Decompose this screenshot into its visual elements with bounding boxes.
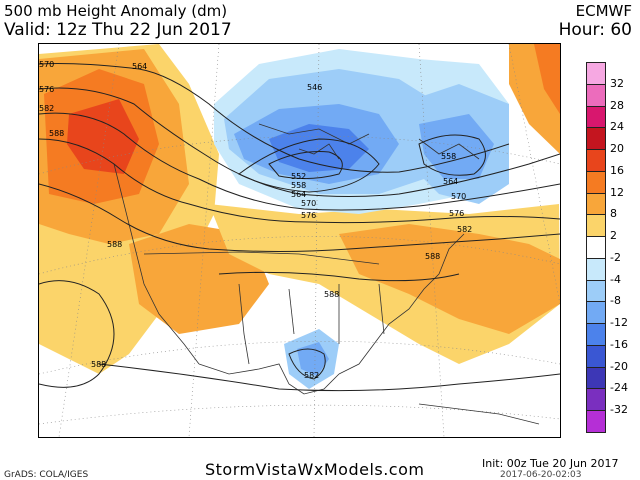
colorbar-cell <box>586 192 606 216</box>
contour-label-576-east: 576 <box>449 209 464 218</box>
colorbar-tick-label: 8 <box>610 207 617 221</box>
colorbar-tick-label: -24 <box>610 381 628 395</box>
colorbar-cell <box>586 105 606 129</box>
colorbar-tick-label: -8 <box>610 294 621 308</box>
graticule <box>39 44 560 437</box>
colorbar-cell <box>586 149 606 172</box>
contour-label-558-east: 558 <box>441 152 456 161</box>
colorbar-cell <box>586 344 606 368</box>
colorbar-cell <box>586 170 606 194</box>
model-name: ECMWF <box>575 2 632 20</box>
map-title: 500 mb Height Anomaly (dm) <box>4 2 228 20</box>
contour-label-588-west-mid: 588 <box>107 240 122 249</box>
colorbar-cell <box>586 214 606 238</box>
colorbar-cell <box>586 257 606 281</box>
map-canvas: 570 564 576 582 588 546 552 558 564 570 … <box>39 44 560 437</box>
contour-label-582-gulf: 582 <box>304 371 319 380</box>
contour-label-588-southwest: 588 <box>91 360 106 369</box>
colorbar-cell <box>586 388 606 412</box>
colorbar-tick-label: 20 <box>610 142 624 156</box>
contour-labels: 570 564 576 582 588 546 552 558 564 570 … <box>39 60 472 380</box>
colorbar-cell <box>586 323 606 346</box>
init-time: Init: 00z Tue 20 Jun 2017 <box>482 457 619 470</box>
colorbar-tick-label: -20 <box>610 359 628 373</box>
colorbar-tick-label: 16 <box>610 163 624 177</box>
colorbar-tick-label: 24 <box>610 120 624 134</box>
contour-label-570-east: 570 <box>451 192 466 201</box>
coastlines <box>113 123 540 425</box>
site-watermark: StormVistaWxModels.com <box>205 460 425 479</box>
colorbar-tick-label: -32 <box>610 403 628 417</box>
map-panel: 570 564 576 582 588 546 552 558 564 570 … <box>38 43 561 438</box>
colorbar-cell <box>586 301 606 325</box>
anomaly-warm-ne-core <box>534 44 560 114</box>
contour-label-588-east: 588 <box>425 252 440 261</box>
colorbar-tick-label: 2 <box>610 229 617 243</box>
colorbar-cell <box>586 410 606 433</box>
colorbar-cell <box>586 236 606 259</box>
contour-label-576-center: 576 <box>301 211 316 220</box>
timestamp: 2017-06-20-02:03 <box>500 470 582 480</box>
contour-label-564-west: 564 <box>132 62 147 71</box>
forecast-hour: Hour: 60 <box>558 20 632 40</box>
colorbar-cell <box>586 127 606 151</box>
contour-label-564-center: 564 <box>291 190 306 199</box>
colorbar-cell <box>586 279 606 303</box>
contour-label-546: 546 <box>307 83 322 92</box>
colorbar-cell <box>586 366 606 390</box>
colorbar-tick-label: -2 <box>610 250 621 264</box>
contour-label-588-center: 588 <box>324 290 339 299</box>
valid-time: Valid: 12z Thu 22 Jun 2017 <box>4 20 232 40</box>
grads-credit: GrADS: COLA/IGES <box>4 470 89 480</box>
colorbar-tick-label: -16 <box>610 337 628 351</box>
contour-label-570-west: 570 <box>39 60 54 69</box>
anomaly-cold-core <box>269 124 369 172</box>
contour-label-564-east: 564 <box>443 177 458 186</box>
contour-label-582-west: 582 <box>39 104 54 113</box>
contour-label-588-west: 588 <box>49 129 64 138</box>
colorbar-tick-label: 12 <box>610 185 624 199</box>
anomaly-warm-east-mid <box>339 224 560 334</box>
anomaly-cold-gulf-inner <box>297 342 329 376</box>
contour-label-576-west: 576 <box>39 85 54 94</box>
colorbar-cell <box>586 83 606 107</box>
contour-label-558-center: 558 <box>291 181 306 190</box>
contour-label-570-center: 570 <box>301 199 316 208</box>
colorbar <box>586 62 606 433</box>
colorbar-tick-label: 32 <box>610 76 624 90</box>
contour-label-552: 552 <box>291 172 306 181</box>
height-contours <box>39 63 560 392</box>
colorbar-tick-label: -12 <box>610 316 628 330</box>
colorbar-tick-label: 28 <box>610 98 624 112</box>
colorbar-tick-label: -4 <box>610 272 621 286</box>
contour-label-582-east: 582 <box>457 225 472 234</box>
anomaly-cold-east-inner <box>419 114 494 179</box>
colorbar-cell <box>586 62 606 85</box>
